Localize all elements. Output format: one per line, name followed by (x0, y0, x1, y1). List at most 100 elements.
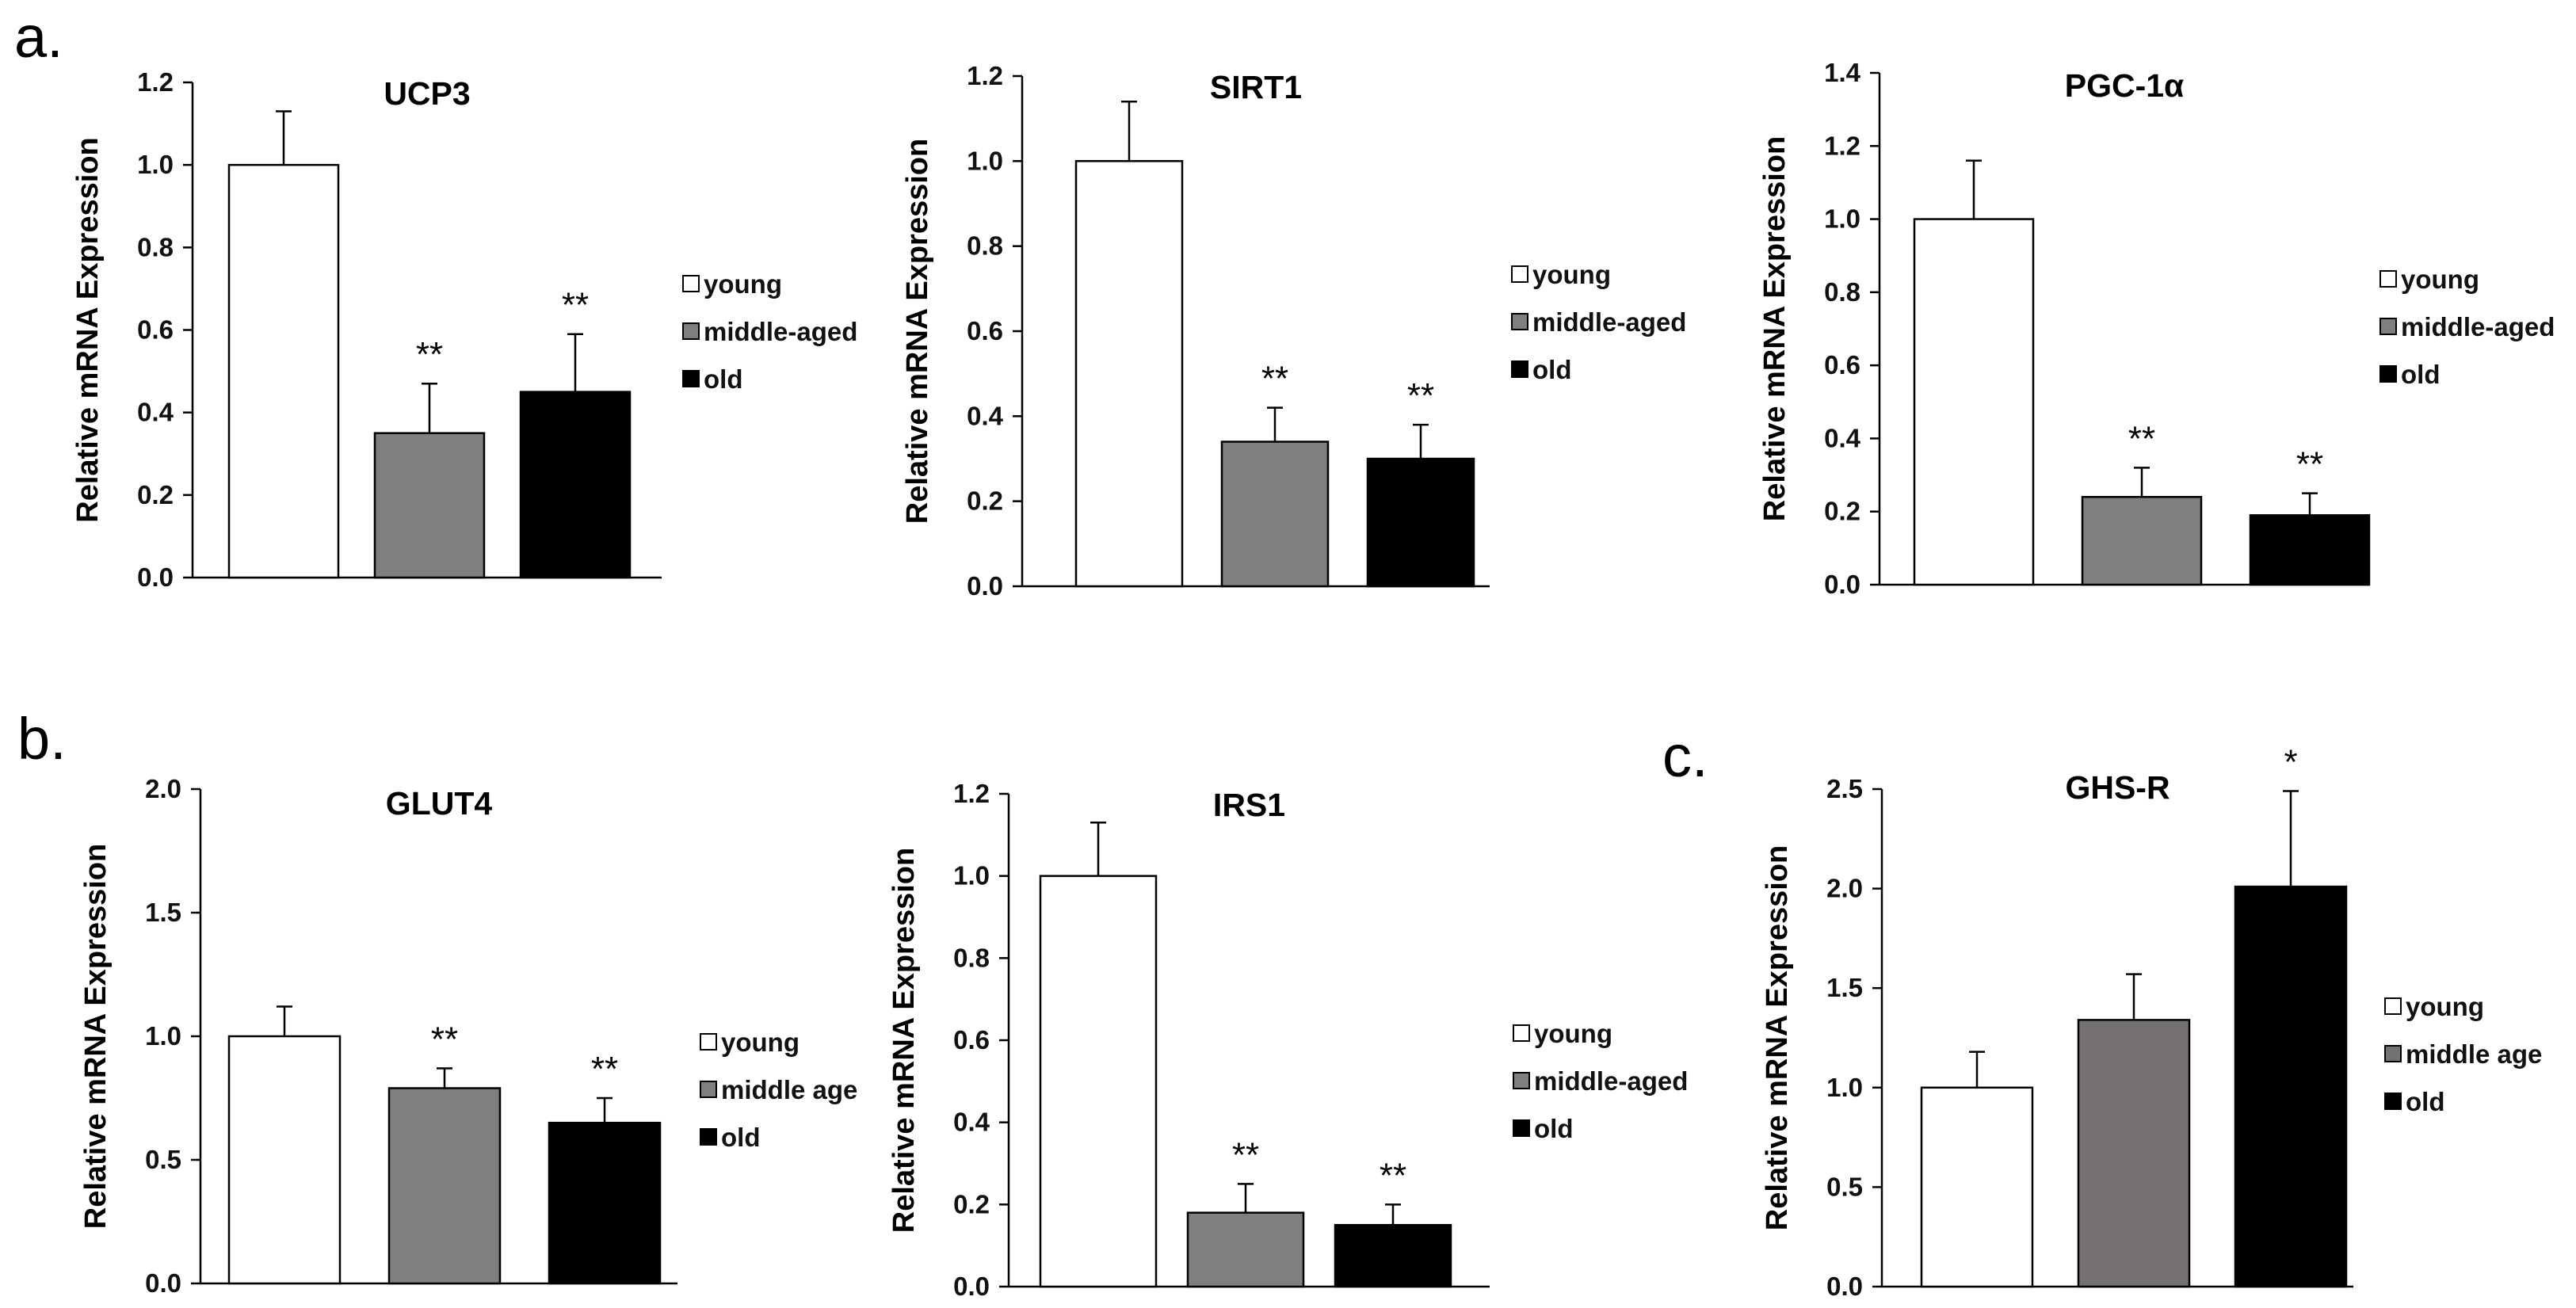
chart-sirt1: SIRT1 Relative mRNA Expression 0.0 0.2 0.4 0.… (901, 61, 1686, 601)
legend-label: old (2401, 360, 2440, 389)
y-tick-label: 1.2 (967, 61, 1003, 90)
bar-young (1913, 218, 2035, 586)
bar-young (1920, 1086, 2034, 1288)
legend-label: young (2401, 265, 2479, 294)
y-axis-label: Relative mRNA Expression (1761, 845, 1794, 1230)
legend-swatch (2379, 365, 2397, 383)
y-tick-label: 2.0 (1826, 874, 1863, 903)
bar-middle-age (2077, 1019, 2191, 1288)
chart-title: GHS-R (2065, 769, 2170, 806)
y-axis-label: Relative mRNA Expression (79, 844, 113, 1229)
legend-label: middle-aged (704, 317, 857, 346)
legend-label: old (1532, 355, 1571, 384)
y-tick-label: 1.0 (953, 861, 990, 890)
legend-label: middle age (721, 1075, 857, 1104)
legend-swatch (1513, 1119, 1530, 1137)
legend-label: middle-aged (1532, 307, 1686, 337)
bar-middle-aged (1220, 440, 1330, 588)
chart-title: PGC-1α (2065, 67, 2185, 104)
bar-middle-aged (2081, 496, 2203, 586)
significance-marker: ** (2128, 419, 2155, 458)
legend-swatch (682, 275, 700, 292)
y-tick-label: 0.6 (1824, 350, 1860, 379)
y-tick-label: 0.4 (967, 401, 1004, 430)
chart-title: IRS1 (1213, 787, 1285, 823)
significance-marker: ** (591, 1050, 618, 1089)
panel-label-a: a. (14, 4, 63, 70)
y-tick-label: 1.0 (145, 1021, 181, 1051)
bar-old (548, 1121, 662, 1285)
y-tick-label: 0.0 (967, 571, 1003, 601)
significance-marker: * (2284, 743, 2297, 782)
y-tick-label: 1.2 (953, 779, 990, 808)
legend-label: middle-aged (2401, 312, 2555, 341)
bar-young (227, 163, 340, 579)
bar-young (1039, 875, 1158, 1288)
bar-middle-aged (373, 432, 486, 579)
chart-ucp3: UCP3 Relative mRNA Expression 0.0 0.2 0.4 0.6… (71, 67, 857, 592)
significance-marker: ** (1261, 360, 1288, 399)
y-tick-label: 0.0 (1824, 570, 1860, 599)
legend-swatch (1511, 265, 1528, 283)
y-tick-label: 1.4 (1824, 58, 1861, 87)
legend-swatch (2384, 1093, 2402, 1110)
y-tick-label: 0.2 (967, 486, 1003, 516)
legend-label: young (2406, 992, 2484, 1021)
y-tick-label: 0.8 (953, 943, 990, 972)
y-tick-label: 0.8 (1824, 277, 1860, 307)
legend-label: middle age (2406, 1039, 2542, 1069)
chart-pgc1a: PGC-1α Relative mRNA Expression 0.0 0.2 0.4 0… (1758, 58, 2555, 599)
legend-label: middle-aged (1534, 1066, 1688, 1096)
significance-marker: ** (562, 286, 589, 325)
y-tick-label: 0.4 (137, 398, 174, 427)
significance-marker: ** (2296, 445, 2323, 484)
y-tick-label: 1.5 (145, 898, 181, 927)
significance-marker: ** (1232, 1135, 1259, 1174)
legend-swatch (700, 1033, 717, 1051)
panel-label-c: c. (1662, 723, 1708, 789)
legend-swatch (1511, 360, 1528, 378)
y-tick-label: 1.0 (137, 150, 174, 179)
significance-marker: ** (1407, 376, 1434, 415)
y-tick-label: 1.5 (1826, 973, 1863, 1002)
y-tick-label: 0.0 (137, 562, 174, 592)
legend-label: old (704, 364, 742, 394)
y-tick-label: 1.0 (1826, 1073, 1863, 1102)
y-tick-label: 0.6 (953, 1025, 990, 1054)
chart-title: GLUT4 (386, 785, 493, 822)
chart-glut4: GLUT4 Relative mRNA Expression 0.0 0.5 1.0 1.… (79, 774, 857, 1298)
legend-swatch (2384, 997, 2402, 1015)
y-tick-label: 0.5 (145, 1145, 181, 1174)
legend-swatch (1513, 1024, 1530, 1042)
bar-old (2234, 885, 2348, 1288)
legend-swatch (2384, 1045, 2402, 1062)
y-axis-label: Relative mRNA Expression (887, 848, 921, 1233)
significance-marker: ** (431, 1020, 458, 1059)
legend-swatch (682, 370, 700, 387)
legend-label: old (2406, 1087, 2444, 1116)
bar-old (1334, 1224, 1452, 1288)
y-tick-label: 0.0 (953, 1272, 990, 1301)
y-tick-label: 1.0 (967, 146, 1003, 175)
bar-middle-aged (1186, 1211, 1305, 1288)
bar-young (1074, 160, 1184, 588)
y-tick-label: 0.2 (953, 1189, 990, 1218)
y-tick-label: 1.2 (1824, 131, 1860, 160)
chart-irs1: IRS1 Relative mRNA Expression 0.0 0.2 0.4 0.6… (887, 779, 1688, 1301)
legend-label: old (1534, 1114, 1573, 1143)
legend-swatch (700, 1081, 717, 1098)
bar-middle-age (387, 1087, 502, 1285)
legend-swatch (2379, 318, 2397, 335)
y-tick-label: 2.0 (145, 774, 181, 803)
chart-title: SIRT1 (1210, 69, 1302, 105)
y-axis-label: Relative mRNA Expression (71, 137, 105, 522)
chart-ghsr: GHS-R Relative mRNA Expression 0.0 0.5 1.0 1.… (1761, 743, 2542, 1301)
y-tick-label: 0.8 (137, 232, 174, 261)
legend-swatch (700, 1128, 717, 1146)
bar-young (227, 1035, 342, 1285)
significance-marker: ** (1380, 1156, 1406, 1195)
legend-swatch (682, 322, 700, 340)
legend-swatch (1513, 1072, 1530, 1089)
y-tick-label: 0.2 (1824, 497, 1860, 526)
